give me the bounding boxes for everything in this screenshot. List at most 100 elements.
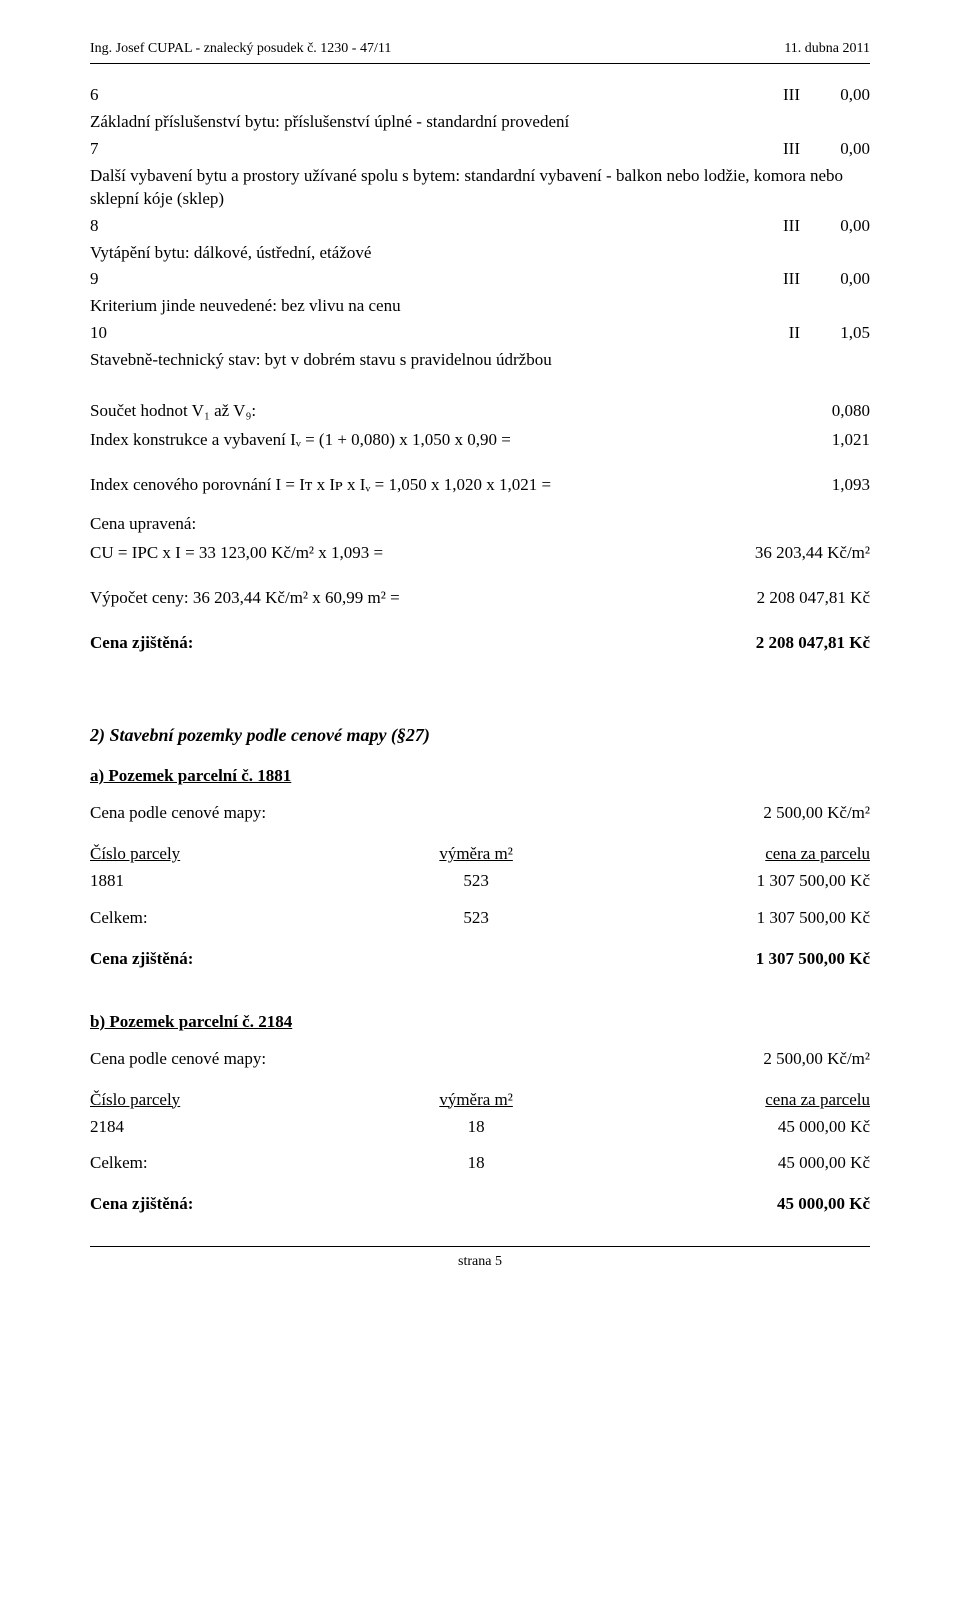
table-row: Celkem: 18 45 000,00 Kč: [90, 1150, 870, 1177]
item-val: 0,00: [800, 213, 870, 240]
item-num: 8: [90, 213, 118, 240]
vypocet-right: 2 208 047,81 Kč: [757, 587, 870, 610]
item-num: 6: [90, 82, 118, 109]
item-val: 0,00: [800, 136, 870, 163]
parcel-sum-c2: 523: [347, 905, 604, 932]
cz-b-value: 45 000,00 Kč: [777, 1193, 870, 1216]
table-row: Vytápění bytu: dálkové, ústřední, etážov…: [90, 240, 870, 267]
item-spacer: [118, 136, 730, 163]
cz-b-label: Cena zjištěná:: [90, 1193, 193, 1216]
header-rule: [90, 63, 870, 64]
table-row: Číslo parcely výměra m² cena za parcelu: [90, 841, 870, 868]
table-row: 8 III 0,00: [90, 213, 870, 240]
parcel-row-c2: 18: [347, 1114, 604, 1141]
item-col: III: [730, 213, 800, 240]
icp-label: Index cenového porovnání I = Iᴛ x Iᴘ x I…: [90, 474, 551, 497]
parcel-sum-c3: 1 307 500,00 Kč: [605, 905, 870, 932]
item-spacer: [118, 266, 730, 293]
item-col: II: [730, 320, 800, 347]
item-val: 1,05: [800, 320, 870, 347]
sum-label: Součet hodnot V₁ až V₉:: [90, 400, 256, 423]
parcel-head-c2: výměra m²: [347, 1087, 604, 1114]
item-text: Vytápění bytu: dálkové, ústřední, etážov…: [90, 240, 870, 267]
item-col: III: [730, 82, 800, 109]
cz-a-label: Cena zjištěná:: [90, 948, 193, 971]
cz-a-value: 1 307 500,00 Kč: [756, 948, 870, 971]
header-left: Ing. Josef CUPAL - znalecký posudek č. 1…: [90, 40, 391, 59]
table-row: 9 III 0,00: [90, 266, 870, 293]
map-price-a-value: 2 500,00 Kč/m²: [763, 802, 870, 825]
table-row: 10 II 1,05: [90, 320, 870, 347]
page-footer: strana 5: [90, 1253, 870, 1272]
item-col: III: [730, 136, 800, 163]
parcel-row-c3: 45 000,00 Kč: [605, 1114, 870, 1141]
cu-right: 36 203,44 Kč/m²: [755, 542, 870, 565]
item-val: 0,00: [800, 266, 870, 293]
cu-label: Cena upravená:: [90, 513, 870, 536]
item-text: Další vybavení bytu a prostory užívané s…: [90, 163, 870, 213]
parcel-row-c1: 1881: [90, 868, 347, 895]
item-text: Základní příslušenství bytu: příslušenst…: [90, 109, 870, 136]
item-col: III: [730, 266, 800, 293]
cz-a-line: Cena zjištěná: 1 307 500,00 Kč: [90, 948, 870, 971]
iv-label: Index konstrukce a vybavení Iᵥ = (1 + 0,…: [90, 429, 511, 452]
item-spacer: [118, 320, 730, 347]
table-row: Kriterium jinde neuvedené: bez vlivu na …: [90, 293, 870, 320]
map-price-a: Cena podle cenové mapy: 2 500,00 Kč/m²: [90, 802, 870, 825]
map-price-b: Cena podle cenové mapy: 2 500,00 Kč/m²: [90, 1048, 870, 1071]
parcel-head-c3: cena za parcelu: [605, 841, 870, 868]
cu-left: CU = IPC x I = 33 123,00 Kč/m² x 1,093 =: [90, 542, 383, 565]
items-table: 6 III 0,00 Základní příslušenství bytu: …: [90, 82, 870, 374]
footer-rule: [90, 1246, 870, 1247]
parcel-sum-b: Celkem: 18 45 000,00 Kč: [90, 1150, 870, 1177]
parcel-sum-c2: 18: [347, 1150, 604, 1177]
parcel-table-a: Číslo parcely výměra m² cena za parcelu …: [90, 841, 870, 895]
table-row: Celkem: 523 1 307 500,00 Kč: [90, 905, 870, 932]
item-text: Kriterium jinde neuvedené: bez vlivu na …: [90, 293, 870, 320]
page-header: Ing. Josef CUPAL - znalecký posudek č. 1…: [90, 40, 870, 59]
items-tbody: 6 III 0,00 Základní příslušenství bytu: …: [90, 82, 870, 374]
table-row: 7 III 0,00: [90, 136, 870, 163]
table-row: 1881 523 1 307 500,00 Kč: [90, 868, 870, 895]
item-num: 10: [90, 320, 118, 347]
parcel-head-c2: výměra m²: [347, 841, 604, 868]
vypocet-left: Výpočet ceny: 36 203,44 Kč/m² x 60,99 m²…: [90, 587, 400, 610]
parcel-table-b: Číslo parcely výměra m² cena za parcelu …: [90, 1087, 870, 1141]
parcel-row-c1: 2184: [90, 1114, 347, 1141]
table-row: Číslo parcely výměra m² cena za parcelu: [90, 1087, 870, 1114]
map-price-a-label: Cena podle cenové mapy:: [90, 802, 266, 825]
item-num: 9: [90, 266, 118, 293]
item-num: 7: [90, 136, 118, 163]
parcel-row-c2: 523: [347, 868, 604, 895]
table-row: Další vybavení bytu a prostory užívané s…: [90, 163, 870, 213]
section-2a-title: a) Pozemek parcelní č. 1881: [90, 765, 870, 788]
iv-line: Index konstrukce a vybavení Iᵥ = (1 + 0,…: [90, 429, 870, 452]
cz-value: 2 208 047,81 Kč: [756, 632, 870, 655]
item-spacer: [118, 82, 730, 109]
table-row: 6 III 0,00: [90, 82, 870, 109]
item-val: 0,00: [800, 82, 870, 109]
parcel-head-c1: Číslo parcely: [90, 1087, 347, 1114]
icp-value: 1,093: [832, 474, 870, 497]
parcel-head-c3: cena za parcelu: [605, 1087, 870, 1114]
section-2b-title: b) Pozemek parcelní č. 2184: [90, 1011, 870, 1034]
section-2-title: 2) Stavební pozemky podle cenové mapy (§…: [90, 723, 870, 747]
parcel-head-c1: Číslo parcely: [90, 841, 347, 868]
parcel-sum-c1: Celkem:: [90, 905, 347, 932]
table-row: Stavebně-technický stav: byt v dobrém st…: [90, 347, 870, 374]
cz-label: Cena zjištěná:: [90, 632, 193, 655]
parcel-row-c3: 1 307 500,00 Kč: [605, 868, 870, 895]
parcel-sum-c3: 45 000,00 Kč: [605, 1150, 870, 1177]
icp-line: Index cenového porovnání I = Iᴛ x Iᴘ x I…: [90, 474, 870, 497]
iv-value: 1,021: [832, 429, 870, 452]
map-price-b-label: Cena podle cenové mapy:: [90, 1048, 266, 1071]
cena-zjistena-line: Cena zjištěná: 2 208 047,81 Kč: [90, 632, 870, 655]
table-row: Základní příslušenství bytu: příslušenst…: [90, 109, 870, 136]
cz-b-line: Cena zjištěná: 45 000,00 Kč: [90, 1193, 870, 1216]
parcel-sum-c1: Celkem:: [90, 1150, 347, 1177]
table-row: 2184 18 45 000,00 Kč: [90, 1114, 870, 1141]
page: Ing. Josef CUPAL - znalecký posudek č. 1…: [0, 0, 960, 1302]
map-price-b-value: 2 500,00 Kč/m²: [763, 1048, 870, 1071]
cu-line: CU = IPC x I = 33 123,00 Kč/m² x 1,093 =…: [90, 542, 870, 565]
item-text: Stavebně-technický stav: byt v dobrém st…: [90, 347, 870, 374]
